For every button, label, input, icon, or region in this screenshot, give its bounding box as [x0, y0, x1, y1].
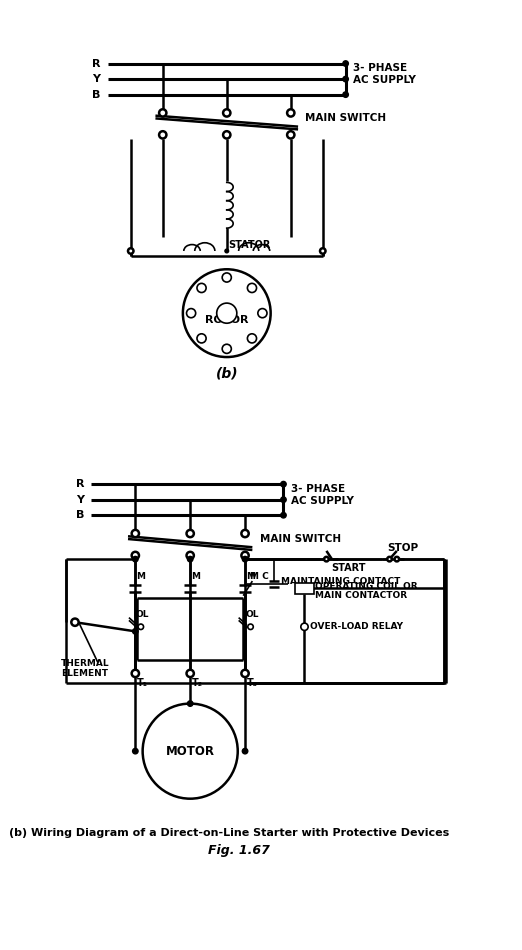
Circle shape — [387, 557, 392, 561]
Circle shape — [242, 749, 248, 754]
Text: AC SUPPLY: AC SUPPLY — [353, 75, 416, 85]
Text: MAIN SWITCH: MAIN SWITCH — [259, 534, 341, 544]
Text: M: M — [246, 572, 255, 580]
Text: T₁: T₁ — [137, 677, 148, 688]
Circle shape — [186, 552, 194, 560]
Circle shape — [159, 131, 167, 139]
Circle shape — [281, 482, 286, 487]
Circle shape — [186, 670, 194, 677]
Text: (b): (b) — [216, 367, 238, 381]
Circle shape — [343, 92, 348, 97]
Circle shape — [72, 618, 79, 626]
Text: T₂: T₂ — [192, 677, 203, 688]
Text: THERMAL
ELEMENT: THERMAL ELEMENT — [61, 658, 110, 678]
Text: AC SUPPLY: AC SUPPLY — [291, 496, 353, 505]
Circle shape — [242, 557, 248, 561]
Text: START: START — [331, 563, 365, 573]
Circle shape — [223, 109, 230, 117]
Circle shape — [222, 344, 231, 353]
Circle shape — [133, 557, 138, 561]
Text: R: R — [76, 479, 84, 489]
Circle shape — [241, 552, 248, 560]
Circle shape — [132, 670, 139, 677]
Circle shape — [138, 624, 144, 630]
Circle shape — [343, 61, 348, 67]
Text: M: M — [191, 572, 200, 580]
Circle shape — [128, 248, 134, 254]
Text: ROTOR: ROTOR — [205, 315, 248, 326]
Text: MOTOR: MOTOR — [165, 745, 215, 758]
Circle shape — [223, 131, 230, 139]
Text: OVER-LOAD RELAY: OVER-LOAD RELAY — [310, 622, 403, 632]
Circle shape — [247, 333, 256, 343]
Circle shape — [217, 303, 237, 323]
Circle shape — [187, 701, 193, 707]
Text: M: M — [136, 572, 145, 580]
Text: OPERATING COIL OR: OPERATING COIL OR — [315, 582, 418, 591]
Circle shape — [320, 248, 326, 254]
Text: Fig. 1.67: Fig. 1.67 — [208, 845, 269, 857]
Circle shape — [258, 309, 267, 317]
Text: M C: M C — [250, 572, 268, 581]
Circle shape — [225, 249, 229, 253]
Circle shape — [183, 269, 270, 357]
Text: B: B — [76, 510, 84, 521]
Circle shape — [159, 109, 167, 117]
Circle shape — [133, 749, 138, 754]
Text: B: B — [92, 89, 101, 100]
Circle shape — [133, 629, 138, 634]
Text: Y: Y — [76, 495, 84, 504]
FancyBboxPatch shape — [295, 583, 314, 594]
Circle shape — [197, 333, 206, 343]
Text: MAIN CONTACTOR: MAIN CONTACTOR — [315, 591, 408, 600]
Circle shape — [132, 552, 139, 560]
Circle shape — [197, 283, 206, 293]
Text: MAIN SWITCH: MAIN SWITCH — [305, 113, 386, 124]
Text: MAINTAINING CONTACT: MAINTAINING CONTACT — [281, 577, 400, 585]
Circle shape — [247, 283, 256, 293]
Circle shape — [287, 131, 294, 139]
Circle shape — [395, 557, 399, 561]
Text: STOP: STOP — [387, 543, 418, 553]
Text: STATOR: STATOR — [229, 240, 271, 251]
Circle shape — [281, 512, 286, 518]
Text: R: R — [92, 59, 101, 68]
Text: 3- PHASE: 3- PHASE — [291, 484, 345, 494]
Circle shape — [281, 497, 286, 503]
Circle shape — [187, 557, 193, 561]
Circle shape — [132, 530, 139, 537]
Circle shape — [241, 530, 248, 537]
Circle shape — [343, 76, 348, 82]
Circle shape — [241, 670, 248, 677]
Circle shape — [324, 557, 329, 561]
Text: OL: OL — [135, 611, 149, 619]
Text: 3- PHASE: 3- PHASE — [353, 63, 407, 73]
Circle shape — [186, 530, 194, 537]
Text: T₃: T₃ — [247, 677, 258, 688]
Text: OL: OL — [245, 611, 258, 619]
Circle shape — [287, 109, 294, 117]
Circle shape — [186, 309, 196, 317]
Circle shape — [143, 704, 238, 799]
Circle shape — [301, 623, 308, 631]
Circle shape — [222, 273, 231, 282]
Text: (b) Wiring Diagram of a Direct-on-Line Starter with Protective Devices: (b) Wiring Diagram of a Direct-on-Line S… — [9, 828, 449, 839]
Circle shape — [248, 624, 253, 630]
Text: Y: Y — [92, 74, 101, 85]
